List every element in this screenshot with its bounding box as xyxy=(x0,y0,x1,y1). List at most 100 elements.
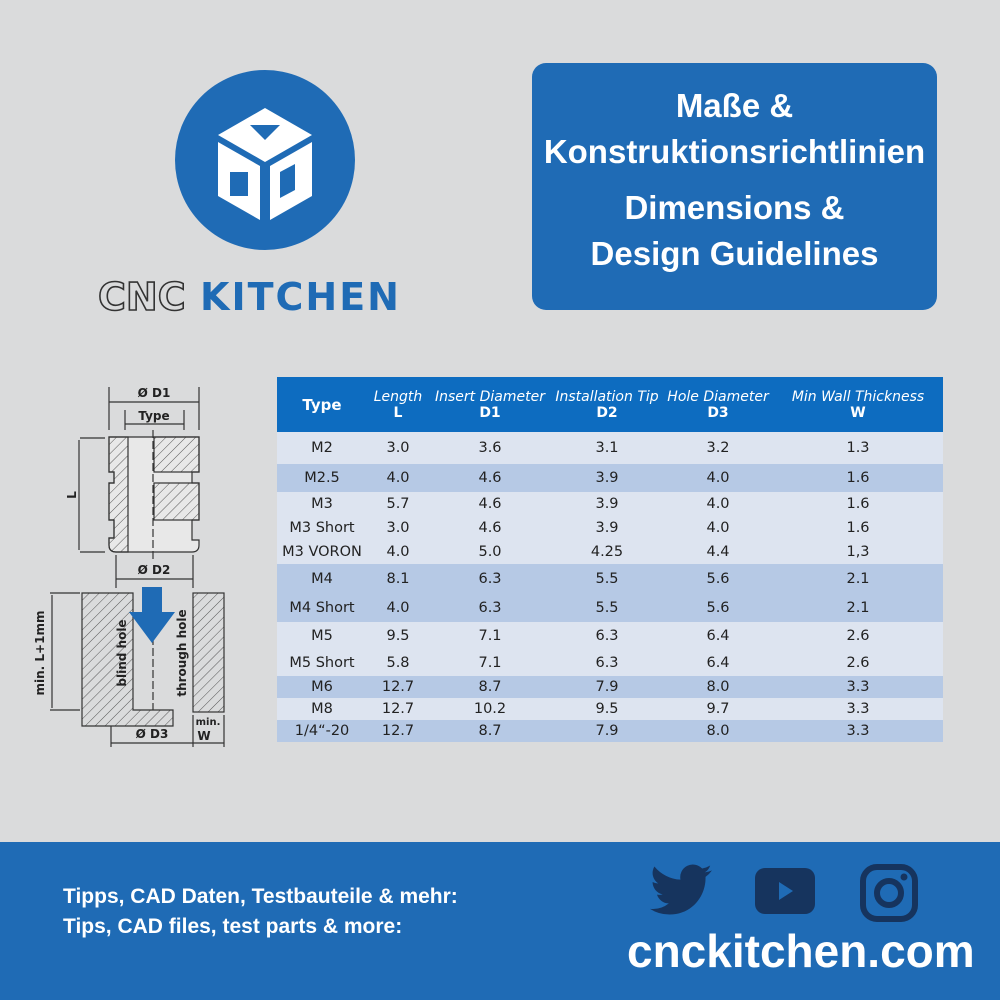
table-row: M8 12.7 10.2 9.5 9.7 3.3 xyxy=(277,698,943,720)
table-cell: 3.1 xyxy=(595,440,619,456)
table-cell: M2 xyxy=(311,440,333,456)
row-group: M2 3.0 3.6 3.1 3.2 1.3 xyxy=(277,432,943,464)
header-label: Insert Diameter xyxy=(435,388,545,405)
table-header: Type Length L Insert Diameter D1 Installation… xyxy=(277,377,943,432)
svg-text:KITCHEN: KITCHEN xyxy=(200,275,401,319)
website-link[interactable]: cnckitchen.com xyxy=(627,925,975,977)
table-cell: 5.8 xyxy=(386,654,410,671)
table-cell: 7.9 xyxy=(595,679,619,695)
table-cell: M2.5 xyxy=(304,470,340,486)
table-row: M4 8.1 6.3 5.5 5.6 2.1 xyxy=(277,564,943,593)
table-cell: 8.1 xyxy=(386,570,410,587)
table-cell: M8 xyxy=(311,701,333,717)
table-cell: 6.4 xyxy=(706,654,730,671)
title-de-1: Maße & xyxy=(675,87,794,124)
cnc-kitchen-logo: CNC KITCHEN xyxy=(97,70,401,320)
table-cell: 2.1 xyxy=(846,570,870,587)
svg-text:L: L xyxy=(65,491,79,499)
svg-text:through hole: through hole xyxy=(175,609,189,696)
dimensions-table: Type Length L Insert Diameter D1 Installation… xyxy=(277,377,943,742)
header-symbol: D1 xyxy=(479,404,501,421)
svg-text:Ø D3: Ø D3 xyxy=(136,727,169,741)
table-cell: 7.1 xyxy=(478,627,502,644)
table-cell: 3.6 xyxy=(478,440,502,456)
table-cell: 3.9 xyxy=(595,520,619,536)
table-cell: 9.5 xyxy=(595,701,619,717)
header-cell: Length L xyxy=(367,389,429,421)
title-en-1: Dimensions & xyxy=(624,189,845,226)
svg-text:Ø D2: Ø D2 xyxy=(138,563,171,577)
table-row: M6 12.7 8.7 7.9 8.0 3.3 xyxy=(277,676,943,698)
table-cell: 1.6 xyxy=(846,470,870,486)
svg-text:W: W xyxy=(197,729,210,743)
table-cell: 4.0 xyxy=(386,599,410,616)
row-group: 1/4“-20 12.7 8.7 7.9 8.0 3.3 xyxy=(277,720,943,742)
table-cell: 1.6 xyxy=(846,496,870,512)
table-cell: M4 Short xyxy=(289,599,355,616)
table-cell: 5.7 xyxy=(386,496,410,512)
tips-en: Tips, CAD files, test parts & more: xyxy=(63,915,403,938)
table-cell: 4.6 xyxy=(478,496,502,512)
table-row: M5 Short 5.8 7.1 6.3 6.4 2.6 xyxy=(277,649,943,676)
header-cell: Min Wall Thickness W xyxy=(773,389,943,421)
youtube-icon[interactable] xyxy=(755,868,815,914)
table-cell: M6 xyxy=(311,679,333,695)
table-row: M3 Short 3.0 4.6 3.9 4.0 1.6 xyxy=(277,516,943,540)
table-cell: M5 xyxy=(311,627,333,644)
table-cell: 1.3 xyxy=(846,440,870,456)
header-label: Installation Tip xyxy=(555,388,659,405)
table-cell: 4.25 xyxy=(590,544,624,560)
table-cell: 4.6 xyxy=(478,470,502,486)
header-symbol: D2 xyxy=(596,404,618,421)
table-cell: 4.0 xyxy=(386,470,410,486)
header-symbol: D3 xyxy=(707,404,729,421)
table-cell: 9.7 xyxy=(706,701,730,717)
svg-text:Type: Type xyxy=(138,409,169,423)
table-cell: 2.6 xyxy=(846,627,870,644)
table-cell: M3 Short xyxy=(289,520,355,536)
table-cell: 5.0 xyxy=(478,544,502,560)
table-cell: 5.5 xyxy=(595,599,619,616)
svg-text:Ø D1: Ø D1 xyxy=(138,386,171,400)
row-group: M6 12.7 8.7 7.9 8.0 3.3 xyxy=(277,676,943,698)
table-cell: 12.7 xyxy=(381,723,415,739)
footer: Tipps, CAD Daten, Testbauteile & mehr: T… xyxy=(0,842,1000,1000)
table-cell: 6.3 xyxy=(478,599,502,616)
table-cell: 8.7 xyxy=(478,679,502,695)
table-cell: M3 VORON xyxy=(282,544,362,560)
svg-text:min. L+1mm: min. L+1mm xyxy=(33,611,47,696)
svg-text:min.: min. xyxy=(196,717,221,728)
table-cell: 8.7 xyxy=(478,723,502,739)
row-group: M3 5.7 4.6 3.9 4.0 1.6 M3 Short 3.0 4.6 3.9 4.0 1.6… xyxy=(277,492,943,564)
table-cell: 12.7 xyxy=(381,701,415,717)
table-cell: 6.4 xyxy=(706,627,730,644)
table-cell: M5 Short xyxy=(289,654,355,671)
header-cell: Type xyxy=(277,395,367,414)
table-cell: 1,3 xyxy=(846,544,870,560)
table-cell: 4.0 xyxy=(386,544,410,560)
table-cell: 6.3 xyxy=(595,654,619,671)
table-cell: 10.2 xyxy=(473,701,507,717)
table-cell: 3.9 xyxy=(595,470,619,486)
table-cell: 1.6 xyxy=(846,520,870,536)
table-row: M4 Short 4.0 6.3 5.5 5.6 2.1 xyxy=(277,593,943,622)
table-cell: 3.0 xyxy=(386,520,410,536)
table-row: M2.5 4.0 4.6 3.9 4.0 1.6 xyxy=(277,464,943,492)
header-label: Hole Diameter xyxy=(667,388,769,405)
title-de-2: Konstruktionsrichtlinien xyxy=(543,133,926,170)
row-group: M2.5 4.0 4.6 3.9 4.0 1.6 xyxy=(277,464,943,492)
title-en-2: Design Guidelines xyxy=(590,235,879,272)
instagram-icon[interactable] xyxy=(860,864,918,922)
table-cell: 3.0 xyxy=(386,440,410,456)
table-cell: 1/4“-20 xyxy=(294,723,350,739)
table-cell: 8.0 xyxy=(706,723,730,739)
twitter-icon[interactable] xyxy=(650,862,712,918)
table-cell: 3.9 xyxy=(595,496,619,512)
header-cell: Hole Diameter D3 xyxy=(663,389,773,421)
table-row: M3 5.7 4.6 3.9 4.0 1.6 xyxy=(277,492,943,516)
table-row: M3 VORON 4.0 5.0 4.25 4.4 1,3 xyxy=(277,540,943,564)
table-cell: 4.0 xyxy=(706,496,730,512)
table-cell: 8.0 xyxy=(706,679,730,695)
table-cell: 5.6 xyxy=(706,599,730,616)
row-group: M5 9.5 7.1 6.3 6.4 2.6 M5 Short 5.8 7.1 6.3 6.4 2.6 xyxy=(277,622,943,676)
